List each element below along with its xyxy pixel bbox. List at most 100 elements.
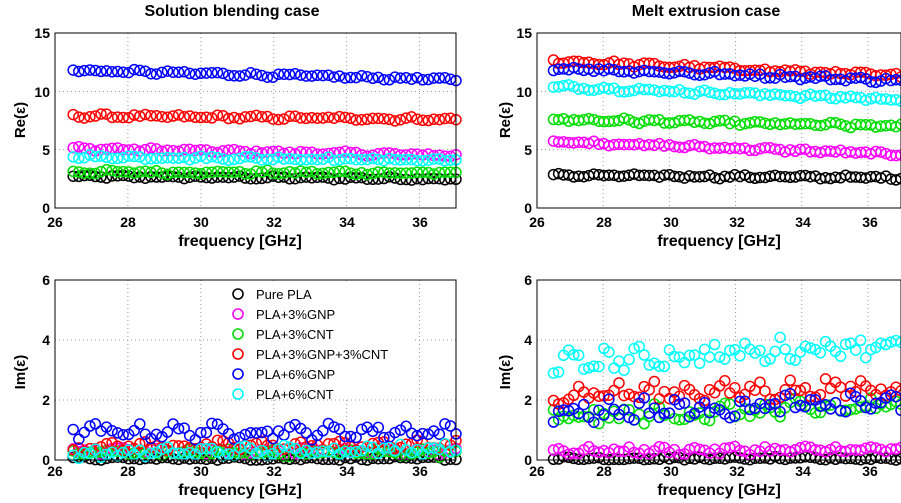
data-point — [95, 65, 107, 78]
data-point — [206, 67, 218, 79]
data-point — [734, 395, 746, 408]
data-point — [73, 65, 85, 78]
data-point — [400, 438, 412, 451]
data-point — [84, 167, 96, 179]
data-point — [668, 350, 681, 363]
y-axis-label: Re(ε) — [12, 102, 29, 138]
data-point — [156, 152, 168, 164]
data-point — [134, 64, 146, 77]
data-point — [814, 119, 827, 132]
data-point — [895, 404, 901, 417]
data-point — [183, 447, 196, 459]
data-point — [289, 172, 301, 185]
data-point — [328, 446, 340, 459]
x-tick-label: 32 — [266, 214, 282, 230]
data-point — [333, 154, 346, 166]
data-point — [567, 389, 580, 402]
data-point — [328, 437, 340, 450]
data-point — [217, 435, 229, 447]
data-point — [311, 153, 324, 166]
data-point — [789, 354, 802, 366]
data-point — [439, 174, 451, 186]
data-point — [289, 68, 301, 80]
panel-melt-real: Melt extrusion case 26 28 30 32 34 36 0 … — [497, 3, 901, 250]
data-point — [653, 440, 666, 453]
data-point — [328, 112, 340, 124]
data-point — [256, 166, 268, 178]
data-point — [134, 110, 146, 122]
data-point — [834, 118, 847, 130]
data-point — [328, 166, 340, 179]
data-point — [317, 69, 329, 82]
data-point — [89, 167, 102, 180]
x-tick-label: 26 — [47, 463, 63, 479]
data-point — [128, 424, 140, 437]
data-point — [708, 338, 721, 351]
x-tick-label: 34 — [339, 463, 355, 479]
data-point — [344, 71, 357, 84]
data-point — [222, 166, 235, 179]
data-point — [854, 444, 867, 456]
data-point — [128, 143, 140, 155]
data-point — [433, 113, 446, 126]
data-point — [233, 113, 246, 125]
data-point — [355, 70, 368, 82]
data-point — [572, 349, 585, 362]
data-point — [95, 108, 107, 120]
data-point — [865, 343, 877, 356]
data-point — [139, 108, 152, 121]
x-tick-label: 26 — [47, 214, 63, 230]
data-point — [713, 115, 726, 127]
data-point — [117, 152, 129, 164]
data-point — [895, 398, 901, 410]
data-point — [688, 349, 701, 361]
data-point — [372, 71, 385, 84]
data-point — [648, 375, 661, 388]
y-tick-label: 0 — [42, 200, 50, 216]
x-tick-label: 30 — [193, 463, 209, 479]
data-point — [111, 111, 124, 123]
data-point — [278, 439, 290, 452]
data-point — [167, 152, 179, 164]
data-point — [317, 167, 329, 180]
data-point — [283, 110, 296, 123]
data-point — [439, 418, 451, 430]
data-point — [839, 338, 852, 351]
data-point — [283, 165, 296, 178]
data-point — [411, 71, 423, 84]
data-point — [578, 398, 590, 411]
data-point — [361, 168, 373, 181]
data-point — [106, 152, 118, 165]
legend-marker — [232, 288, 244, 300]
data-point — [428, 72, 440, 84]
data-point — [405, 427, 418, 440]
data-point — [267, 71, 279, 83]
data-point — [78, 64, 91, 77]
data-point — [683, 349, 696, 362]
data-point — [849, 385, 862, 398]
data-point — [306, 447, 318, 459]
data-point — [300, 154, 312, 166]
data-point — [84, 110, 96, 123]
x-tick-label: 30 — [193, 214, 209, 230]
data-point — [355, 171, 368, 184]
data-point — [719, 375, 731, 387]
data-point — [122, 150, 135, 162]
data-point — [834, 350, 847, 363]
data-point — [67, 444, 79, 456]
data-point — [289, 110, 301, 122]
data-point — [394, 441, 407, 454]
legend-label: PLA+3%CNT — [256, 327, 334, 342]
data-point — [361, 113, 373, 126]
data-point — [100, 151, 113, 164]
data-point — [400, 167, 412, 179]
data-point — [643, 384, 655, 396]
x-tick-label: 28 — [120, 214, 136, 230]
data-point — [328, 71, 340, 83]
data-point — [344, 446, 357, 459]
data-point — [300, 146, 312, 158]
data-point — [678, 397, 691, 409]
data-point — [895, 385, 901, 397]
data-point — [256, 154, 268, 166]
